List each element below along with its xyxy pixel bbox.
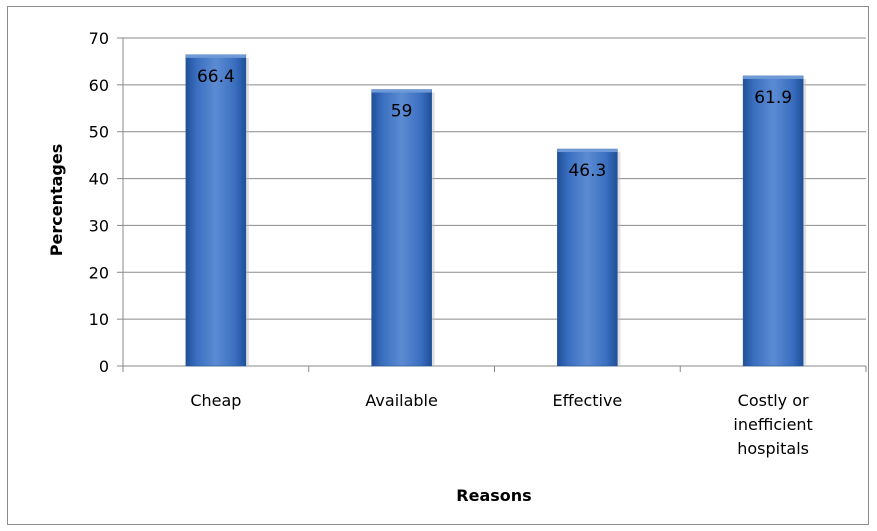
bar-highlight (743, 75, 804, 79)
data-label: 59 (391, 102, 413, 122)
y-tick-label: 60 (89, 76, 109, 95)
x-axis-title: Reasons (456, 486, 531, 505)
y-tick-label: 50 (89, 123, 109, 142)
bar-highlight (557, 149, 618, 153)
bar-highlight (371, 89, 432, 93)
data-label: 66.4 (197, 67, 235, 87)
bar (742, 75, 804, 367)
bars (185, 54, 807, 367)
y-tick-label: 70 (89, 29, 109, 48)
y-tick-label: 20 (89, 263, 109, 282)
bar (185, 54, 247, 367)
y-tick-label: 40 (89, 170, 109, 189)
labels: 0 10 20 30 40 50 60 70 66.4 Cheap 59 Available 46.3 E… (89, 29, 813, 458)
x-category-label: inefficient (733, 415, 812, 434)
data-label: 46.3 (568, 161, 606, 181)
y-axis-title: Percentages (47, 144, 66, 256)
y-tick-label: 10 (89, 310, 109, 329)
x-category-label: Effective (552, 391, 622, 410)
bar (557, 148, 618, 367)
chart-frame (7, 6, 869, 525)
x-category-label: Costly or (738, 391, 809, 410)
x-category-label: hospitals (737, 439, 809, 458)
bar (371, 89, 432, 367)
bar-highlight (185, 54, 246, 58)
y-tick-label: 30 (89, 216, 109, 235)
data-label: 61.9 (754, 88, 792, 108)
x-category-label: Cheap (190, 391, 241, 410)
y-tick-label: 0 (99, 357, 109, 376)
x-category-label: Available (365, 391, 437, 410)
